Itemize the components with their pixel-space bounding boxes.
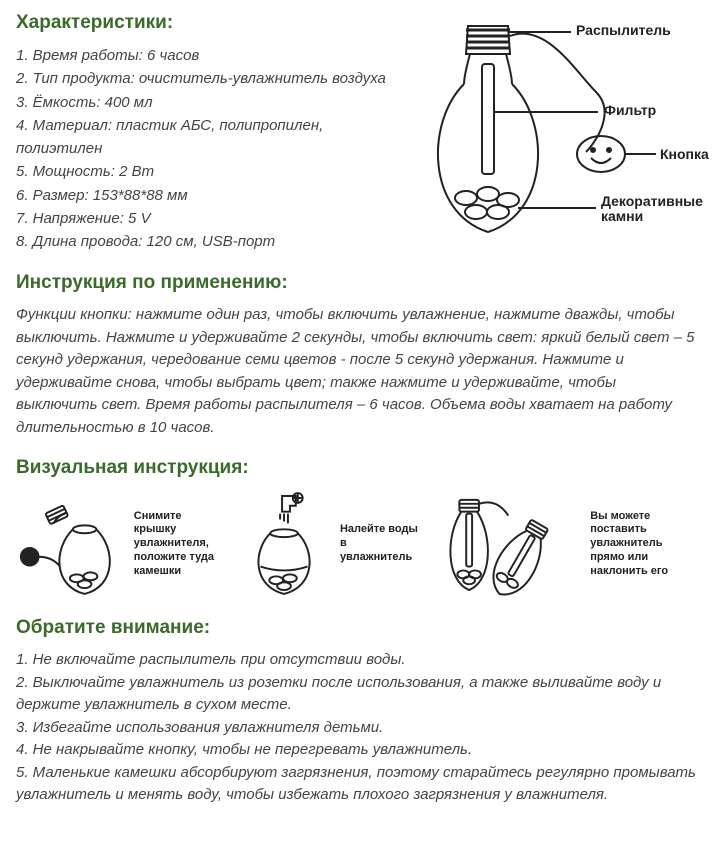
visual-step1-caption: Снимите крышку увлажнителя, положите туд… bbox=[134, 510, 227, 579]
main-diagram: Распылитель Фильтр Кнопка Декоративные к… bbox=[396, 12, 706, 272]
specs-heading: Характеристики: bbox=[16, 12, 386, 34]
spec-item: 1. Время работы: 6 часов bbox=[16, 44, 386, 67]
visual-step2-icon bbox=[237, 489, 330, 599]
bulb-diagram bbox=[396, 12, 706, 267]
label-filter: Фильтр bbox=[604, 102, 656, 118]
spec-item: 8. Длина провода: 120 см, USB-порт bbox=[16, 230, 386, 253]
usage-heading: Инструкция по применению: bbox=[16, 272, 698, 294]
visual-step3-caption: Вы можете поставить увлажнитель прямо ил… bbox=[590, 510, 698, 579]
spec-item: 2. Тип продукта: очиститель-увлажнитель … bbox=[16, 67, 386, 90]
attention-text: 1. Не включайте распылитель при отсутств… bbox=[16, 649, 698, 807]
visual-heading: Визуальная инструкция: bbox=[16, 457, 698, 479]
label-sprayer: Распылитель bbox=[576, 22, 671, 38]
visual-step3-icon bbox=[428, 489, 580, 599]
spec-item: 6. Размер: 153*88*88 мм bbox=[16, 184, 386, 207]
spec-item: 7. Напряжение: 5 V bbox=[16, 207, 386, 230]
visual-step1-icon bbox=[16, 489, 124, 599]
spec-item: 5. Мощность: 2 Вт bbox=[16, 160, 386, 183]
spec-list: 1. Время работы: 6 часов 2. Тип продукта… bbox=[16, 44, 386, 253]
visual-row: Снимите крышку увлажнителя, положите туд… bbox=[16, 489, 698, 599]
label-stones: Декоративные камни bbox=[601, 194, 706, 225]
visual-step2-caption: Налейте воды в увлажнитель bbox=[340, 523, 418, 564]
spec-item: 4. Материал: пластик АБС, полипропилен, … bbox=[16, 114, 386, 161]
spec-item: 3. Ёмкость: 400 мл bbox=[16, 91, 386, 114]
usage-text: Функции кнопки: нажмите один раз, чтобы … bbox=[16, 304, 698, 439]
attention-heading: Обратите внимание: bbox=[16, 617, 698, 639]
label-button: Кнопка bbox=[660, 146, 709, 162]
